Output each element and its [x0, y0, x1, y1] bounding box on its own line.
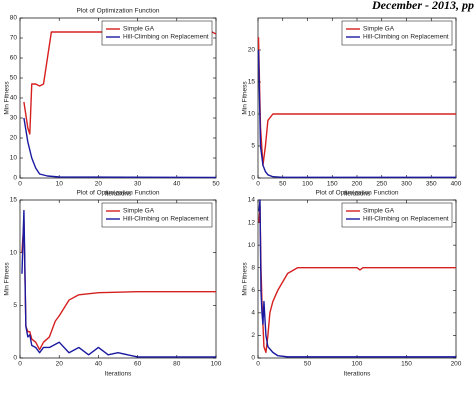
chart-title: Plot of Optimization Function — [315, 190, 398, 197]
y-tick-label: 0 — [251, 175, 255, 182]
x-tick-label: 40 — [95, 361, 103, 368]
series-line — [21, 209, 216, 358]
x-tick-label: 0 — [256, 361, 260, 368]
x-tick-label: 20 — [56, 361, 64, 368]
y-tick-label: 6 — [251, 287, 255, 294]
legend-label: Hill-Climbing on Replacement — [363, 34, 449, 41]
x-axis-label: Iterations — [105, 191, 132, 198]
legend-label: Hill-Climbing on Replacement — [123, 34, 209, 41]
series-line — [258, 199, 456, 358]
x-tick-label: 150 — [327, 181, 338, 188]
y-tick-label: 5 — [13, 302, 17, 309]
x-tick-label: 0 — [256, 181, 260, 188]
subplot: Plot of Optimization FunctionIterationsM… — [4, 8, 220, 198]
x-tick-label: 50 — [212, 181, 220, 188]
x-tick-label: 10 — [56, 181, 64, 188]
y-tick-label: 20 — [248, 47, 256, 54]
y-tick-label: 0 — [13, 355, 17, 362]
y-tick-label: 40 — [10, 95, 18, 102]
x-tick-label: 40 — [173, 181, 181, 188]
y-tick-label: 30 — [10, 115, 18, 122]
y-tick-label: 50 — [10, 75, 18, 82]
x-tick-label: 200 — [451, 361, 462, 368]
legend-label: Simple GA — [123, 26, 155, 33]
legend-label: Simple GA — [123, 208, 155, 215]
legend-label: Simple GA — [363, 26, 395, 33]
x-tick-label: 30 — [134, 181, 142, 188]
y-tick-label: 15 — [248, 79, 256, 86]
subplot: Plot of Optimization FunctionIterationsM… — [4, 190, 222, 378]
y-tick-label: 60 — [10, 55, 18, 62]
x-tick-label: 150 — [401, 361, 412, 368]
x-tick-label: 50 — [304, 361, 312, 368]
y-axis-label: Min Fitness — [4, 262, 11, 296]
y-tick-label: 20 — [10, 135, 18, 142]
y-axis-label: Min Fitness — [4, 81, 11, 115]
y-tick-label: 14 — [248, 197, 256, 204]
legend-box — [101, 20, 213, 46]
series-line — [257, 37, 456, 166]
y-tick-label: 10 — [248, 111, 256, 118]
x-axis-label: Iterations — [344, 371, 371, 378]
series-line — [257, 49, 456, 179]
y-axis-label: Min Fitness — [242, 262, 249, 296]
x-tick-label: 250 — [376, 181, 387, 188]
x-tick-label: 350 — [426, 181, 437, 188]
series-line — [23, 117, 217, 179]
legend-label: Hill-Climbing on Replacement — [123, 216, 209, 223]
x-tick-label: 80 — [173, 361, 181, 368]
x-tick-label: 400 — [451, 181, 462, 188]
chart-title: Plot of Optimization Function — [76, 190, 159, 197]
y-tick-label: 2 — [251, 332, 255, 339]
x-tick-label: 0 — [18, 361, 22, 368]
x-tick-label: 0 — [18, 181, 22, 188]
legend-label: Simple GA — [363, 208, 395, 215]
series-line — [21, 220, 216, 351]
x-tick-label: 100 — [211, 361, 222, 368]
x-tick-label: 300 — [401, 181, 412, 188]
x-tick-label: 100 — [302, 181, 313, 188]
y-tick-label: 10 — [248, 242, 256, 249]
legend-box — [341, 202, 453, 228]
y-tick-label: 10 — [10, 155, 18, 162]
y-tick-label: 70 — [10, 35, 18, 42]
x-tick-label: 100 — [352, 361, 363, 368]
x-axis-label: Iterations — [344, 191, 371, 198]
x-axis-label: Iterations — [105, 371, 132, 378]
y-axis-label: Min Fitness — [242, 81, 249, 115]
y-tick-label: 4 — [251, 310, 255, 317]
y-tick-label: 80 — [10, 15, 18, 22]
y-tick-label: 0 — [13, 175, 17, 182]
page-header: December - 2013, pp — [371, 0, 474, 12]
x-tick-label: 20 — [95, 181, 103, 188]
y-tick-label: 15 — [10, 197, 18, 204]
x-tick-label: 200 — [352, 181, 363, 188]
x-tick-label: 50 — [279, 181, 287, 188]
y-tick-label: 12 — [248, 219, 256, 226]
y-tick-label: 8 — [251, 264, 255, 271]
legend-label: Hill-Climbing on Replacement — [363, 216, 449, 223]
x-tick-label: 60 — [134, 361, 142, 368]
subplot: Plot of Optimization FunctionIterationsM… — [242, 190, 462, 378]
y-tick-label: 0 — [251, 355, 255, 362]
y-tick-label: 10 — [10, 249, 18, 256]
legend-box — [101, 202, 213, 228]
legend-box — [341, 20, 453, 46]
chart-title: Plot of Optimization Function — [76, 8, 159, 15]
y-tick-label: 5 — [251, 143, 255, 150]
